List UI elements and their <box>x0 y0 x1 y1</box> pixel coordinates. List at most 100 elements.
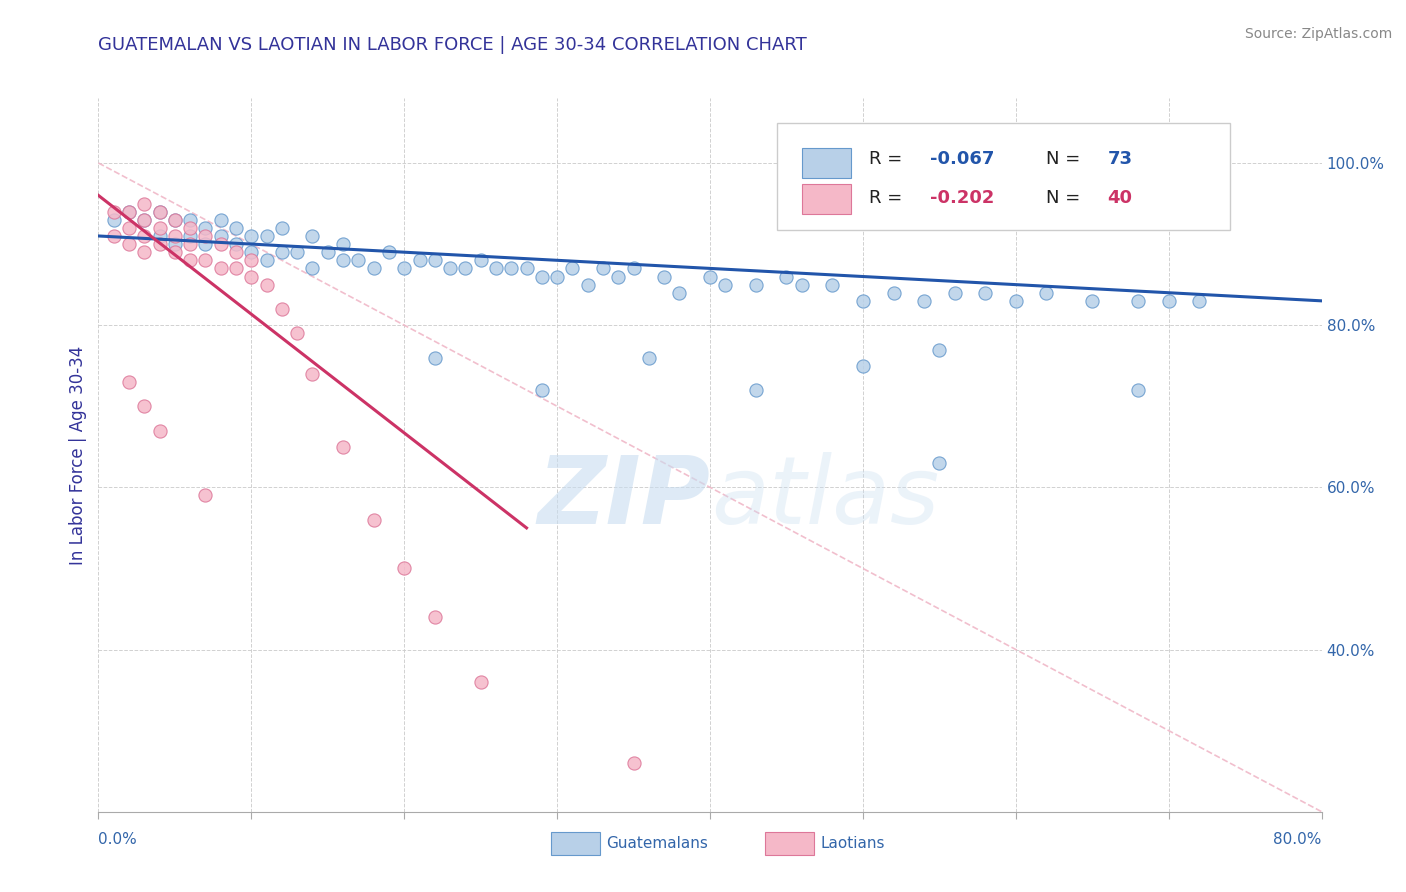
Point <box>209 212 232 227</box>
Point <box>392 261 416 276</box>
FancyBboxPatch shape <box>801 148 851 178</box>
Point <box>256 229 278 244</box>
Point <box>118 375 141 389</box>
Point <box>607 269 630 284</box>
Point <box>668 285 690 300</box>
Text: ZIP: ZIP <box>537 451 710 544</box>
Point <box>225 245 247 260</box>
Point <box>240 269 263 284</box>
Point <box>301 261 323 276</box>
Point <box>256 253 278 268</box>
Point <box>179 237 201 252</box>
Point <box>134 245 156 260</box>
FancyBboxPatch shape <box>778 123 1230 230</box>
Point <box>301 367 323 381</box>
Point <box>118 237 141 252</box>
Point <box>163 245 186 260</box>
Point <box>118 220 141 235</box>
FancyBboxPatch shape <box>801 184 851 214</box>
Point <box>423 610 446 624</box>
Point <box>179 212 201 227</box>
Point <box>745 383 768 397</box>
FancyBboxPatch shape <box>551 831 600 855</box>
Point <box>103 229 125 244</box>
Point <box>1128 383 1150 397</box>
Point <box>1157 293 1180 308</box>
Point <box>347 253 370 268</box>
Point <box>378 245 401 260</box>
Point <box>179 229 201 244</box>
Point <box>623 756 645 770</box>
Point <box>699 269 721 284</box>
Point <box>149 220 172 235</box>
Point <box>103 212 125 227</box>
Point <box>194 253 217 268</box>
Point <box>790 277 813 292</box>
Text: Source: ZipAtlas.com: Source: ZipAtlas.com <box>1244 27 1392 41</box>
Point <box>270 301 292 316</box>
Text: N =: N = <box>1046 189 1087 207</box>
Point <box>240 245 263 260</box>
Point <box>209 261 232 276</box>
FancyBboxPatch shape <box>765 831 814 855</box>
Point <box>163 212 186 227</box>
Point <box>454 261 477 276</box>
Text: GUATEMALAN VS LAOTIAN IN LABOR FORCE | AGE 30-34 CORRELATION CHART: GUATEMALAN VS LAOTIAN IN LABOR FORCE | A… <box>98 36 807 54</box>
Text: 40: 40 <box>1108 189 1133 207</box>
Point <box>194 237 217 252</box>
Point <box>103 204 125 219</box>
Point <box>928 456 950 470</box>
Point <box>332 237 354 252</box>
Point <box>1004 293 1026 308</box>
Point <box>225 261 247 276</box>
Text: 73: 73 <box>1108 151 1133 169</box>
Point <box>775 269 797 284</box>
Point <box>134 212 156 227</box>
Point <box>516 261 538 276</box>
Point <box>714 277 737 292</box>
Point <box>439 261 461 276</box>
Point <box>530 269 553 284</box>
Point <box>240 253 263 268</box>
Point <box>363 513 385 527</box>
Point <box>592 261 614 276</box>
Point <box>576 277 599 292</box>
Point <box>974 285 997 300</box>
Point <box>637 351 661 365</box>
Point <box>270 220 292 235</box>
Point <box>194 220 217 235</box>
Point <box>1035 285 1057 300</box>
Point <box>163 212 186 227</box>
Point <box>225 237 247 252</box>
Point <box>912 293 935 308</box>
Point <box>149 229 172 244</box>
Point <box>852 359 875 373</box>
Point <box>209 237 232 252</box>
Point <box>134 399 156 413</box>
Point <box>501 261 523 276</box>
Point <box>821 277 844 292</box>
Point <box>623 261 645 276</box>
Point <box>194 488 217 502</box>
Point <box>179 253 201 268</box>
Point <box>332 440 354 454</box>
Text: atlas: atlas <box>711 452 939 543</box>
Point <box>149 204 172 219</box>
Text: R =: R = <box>869 151 908 169</box>
Point <box>408 253 430 268</box>
Point <box>179 220 201 235</box>
Point <box>470 675 492 690</box>
Point <box>928 343 950 357</box>
Point <box>118 204 141 219</box>
Point <box>163 237 186 252</box>
Point <box>134 196 156 211</box>
Text: -0.202: -0.202 <box>931 189 994 207</box>
Point <box>256 277 278 292</box>
Point <box>285 245 308 260</box>
Point <box>852 293 875 308</box>
Point <box>470 253 492 268</box>
Point <box>745 277 768 292</box>
Point <box>530 383 553 397</box>
Point <box>652 269 675 284</box>
Point <box>149 237 172 252</box>
